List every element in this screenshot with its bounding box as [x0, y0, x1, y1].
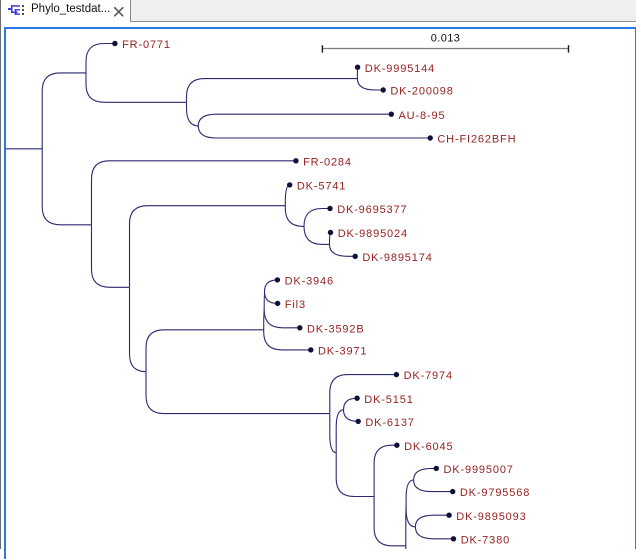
svg-text:FR-0284: FR-0284	[303, 156, 352, 168]
svg-text:DK-3592B: DK-3592B	[307, 323, 365, 335]
svg-text:CH-FI262BFH: CH-FI262BFH	[437, 134, 516, 146]
svg-text:DK-200098: DK-200098	[390, 86, 453, 98]
svg-text:DK-6045: DK-6045	[404, 441, 453, 453]
svg-text:DK-3946: DK-3946	[285, 276, 334, 288]
svg-text:DK-7380: DK-7380	[461, 534, 510, 546]
svg-text:0.013: 0.013	[431, 33, 461, 45]
svg-text:DK-7974: DK-7974	[404, 370, 453, 382]
svg-text:DK-9895093: DK-9895093	[456, 511, 526, 523]
svg-text:DK-9995007: DK-9995007	[444, 464, 514, 476]
svg-text:DK-5151: DK-5151	[364, 394, 413, 406]
svg-text:FR-0771: FR-0771	[122, 39, 171, 51]
svg-text:DK-9895174: DK-9895174	[362, 252, 432, 264]
svg-text:DK-9895024: DK-9895024	[338, 228, 408, 240]
svg-text:DK-9695377: DK-9695377	[337, 204, 407, 216]
svg-text:AU-8-95: AU-8-95	[399, 110, 446, 122]
svg-text:DK-9995144: DK-9995144	[365, 63, 435, 75]
svg-text:Fil3: Fil3	[285, 299, 306, 311]
svg-text:DK-5741: DK-5741	[297, 181, 346, 193]
svg-text:DK-6137: DK-6137	[365, 417, 414, 429]
svg-text:DK-9795568: DK-9795568	[460, 487, 530, 499]
svg-text:DK-3971: DK-3971	[318, 346, 367, 358]
